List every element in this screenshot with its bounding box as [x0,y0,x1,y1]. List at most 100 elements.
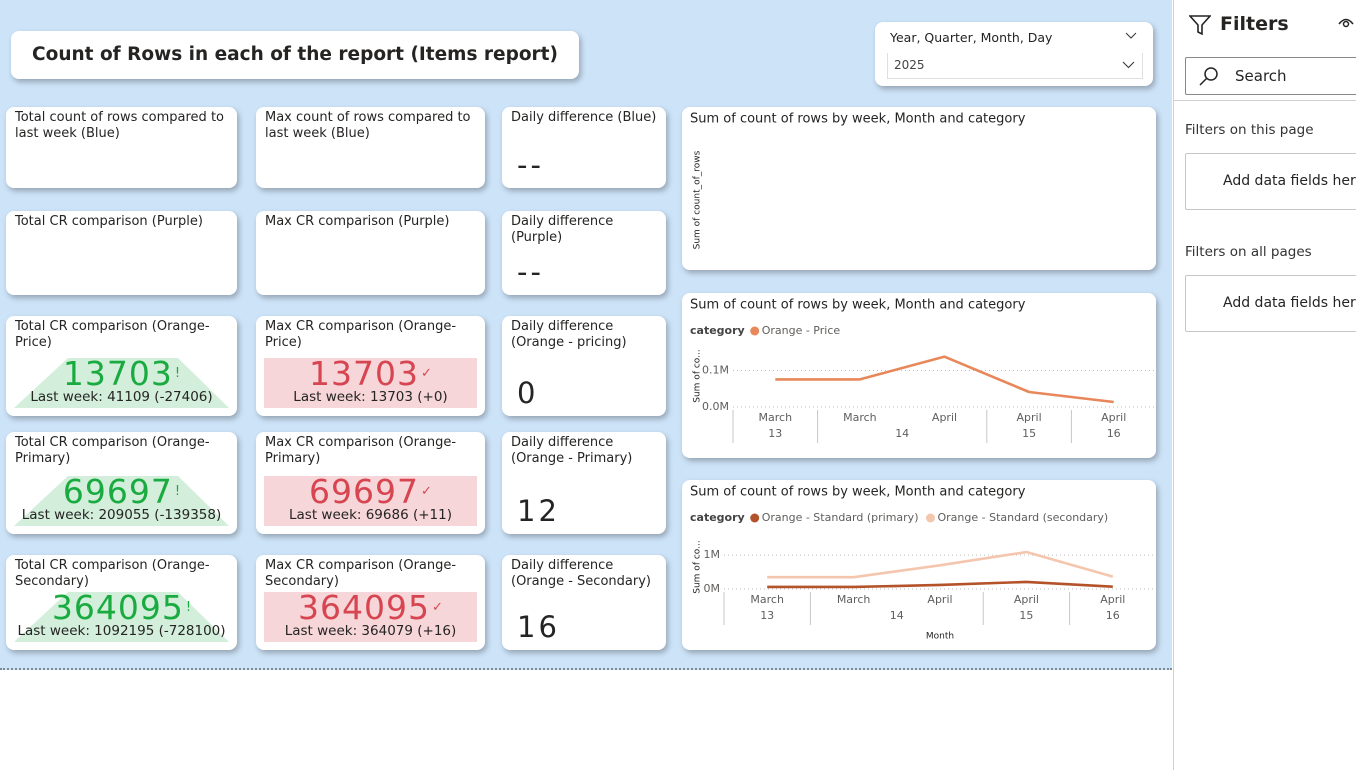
card-title: Total count of rows compared to last wee… [15,110,224,141]
chart-panel [682,107,1156,270]
chart-panel [682,480,1156,650]
slicer-dropdown[interactable]: 2025 [887,53,1143,79]
kpi-comparison: Last week: 364079 (+16) [284,623,457,639]
x-tick-label: March [837,593,871,606]
y-tick-label: 1M [704,548,721,561]
charts-layer: Sum of count of rows by week, Month and … [682,107,1156,650]
card-title: Max CR comparison (Orange-Primary) [265,435,457,466]
chart-panel [682,293,1156,458]
card: Total count of rows compared to last wee… [6,107,237,188]
x-tick-label: April [1014,593,1039,606]
card: Daily difference (Orange - Secondary) 16 [502,555,666,650]
legend-label: Orange - Standard (secondary) [937,511,1108,524]
pane-divider [1174,100,1356,101]
kpi-value: 69697 [62,472,173,511]
card: Daily difference (Purple) -- [502,211,666,295]
legend-title: category [690,324,745,337]
kpi-status: ✓ [421,366,432,381]
x-tick-label: March [750,593,784,606]
series-line [767,580,1113,589]
card-title: Daily difference (Orange - Secondary) [511,558,651,589]
slicer-value: 2025 [894,58,925,72]
kpi-value: 13703 [309,354,420,393]
kpi-card: Max CR comparison (Orange-Secondary) 3640… [256,555,485,650]
filter-icon [1189,15,1211,35]
kpi-card: Max CR comparison (Orange-Primary) 69697 ✓… [256,432,485,534]
legend-label: Orange - Price [762,324,841,337]
card-value: 0 [517,376,539,410]
card: Daily difference (Orange - pricing) 0 [502,316,666,416]
title-box: Count of Rows in each of the report (Ite… [11,31,579,79]
kpi-comparison: Last week: 69686 (+11) [289,507,452,523]
x-tick-label: April [932,411,957,424]
x-group-label: 16 [1106,609,1120,622]
filter-drop-zone[interactable]: Add data fields here [1185,275,1356,332]
filter-drop-zone[interactable]: Add data fields here [1185,153,1356,210]
kpi-value-row: 364095! [6,588,237,627]
chart-title: Sum of count of rows by week, Month and … [690,298,1026,313]
kpi-value-row: 13703! [6,354,237,393]
kpi-status: ! [174,366,181,381]
kpi-trend [264,476,477,526]
filters-pane: Filters Search Filters on this page Add d… [1173,0,1356,770]
filter-section-title: Filters on this page [1185,122,1314,138]
card-value: -- [517,255,544,289]
slicer-label: Year, Quarter, Month, Day [890,30,1053,45]
filter-section-title: Filters on all pages [1185,244,1312,260]
kpi-comparison: Last week: 209055 (-139358) [21,507,222,523]
kpi-card: Total CR comparison (Orange-Price) 13703!… [6,316,237,416]
kpi-value-row: 69697! [6,472,237,511]
date-slicer[interactable]: Year, Quarter, Month, Day 2025 [875,22,1153,86]
card: Total CR comparison (Purple) [6,211,237,295]
legend-marker [750,326,760,336]
trend-area [14,358,229,408]
x-tick-label: April [1017,411,1042,424]
kpi-trend [264,358,477,408]
x-tick-label: March [843,411,877,424]
card-title: Total CR comparison (Orange-Primary) [15,435,210,466]
kpi-trend [14,476,229,526]
kpi-status: ✓ [432,600,443,615]
card-title: Max CR comparison (Purple) [265,214,450,229]
kpi-trend [264,592,477,642]
kpi-comparison: Last week: 1092195 (-728100) [17,623,226,639]
trend-area [264,592,477,642]
report-title: Count of Rows in each of the report (Ite… [32,44,558,65]
card-title: Total CR comparison (Purple) [15,214,203,229]
kpi-card: Total CR comparison (Orange-Secondary) 36… [6,555,237,650]
card-title: Daily difference (Orange - Primary) [511,435,633,466]
legend-title: category [690,511,745,524]
search-box[interactable]: Search [1185,57,1356,95]
eye-icon[interactable] [1338,17,1354,29]
x-group-label: 15 [1019,609,1033,622]
legend-marker [925,513,935,523]
x-group-label: 14 [895,427,909,440]
kpi-status: ! [185,600,192,615]
kpi-status: ! [174,484,181,499]
x-group-label: 14 [890,609,904,622]
kpi-value-row: 69697 ✓ [256,472,485,511]
kpi-trend [14,358,229,408]
card-value: 16 [517,610,560,644]
x-tick-label: March [759,411,793,424]
trend-area [14,592,229,642]
card-title: Daily difference (Purple) [511,214,614,245]
chart-title: Sum of count of rows by week, Month and … [690,485,1026,500]
x-tick-label: April [1100,593,1125,606]
trend-area [14,476,229,526]
card: Daily difference (Blue) -- [502,107,666,188]
kpi-trend [14,592,229,642]
card: Max count of rows compared to last week … [256,107,485,188]
card: Max CR comparison (Purple) [256,211,485,295]
card-title: Max CR comparison (Orange-Price) [265,319,457,350]
chart-title: Sum of count of rows by week, Month and … [690,112,1026,127]
card: Daily difference (Orange - Primary) 12 [502,432,666,534]
kpi-value: 364095 [51,588,184,627]
x-group-label: 13 [768,427,782,440]
trend-area [264,476,477,526]
kpi-value: 364095 [298,588,431,627]
y-tick-label: 0.1M [702,364,729,377]
y-tick-label: 0.0M [702,400,729,413]
card-value: -- [517,148,544,182]
kpi-card: Total CR comparison (Orange-Primary) 6969… [6,432,237,534]
